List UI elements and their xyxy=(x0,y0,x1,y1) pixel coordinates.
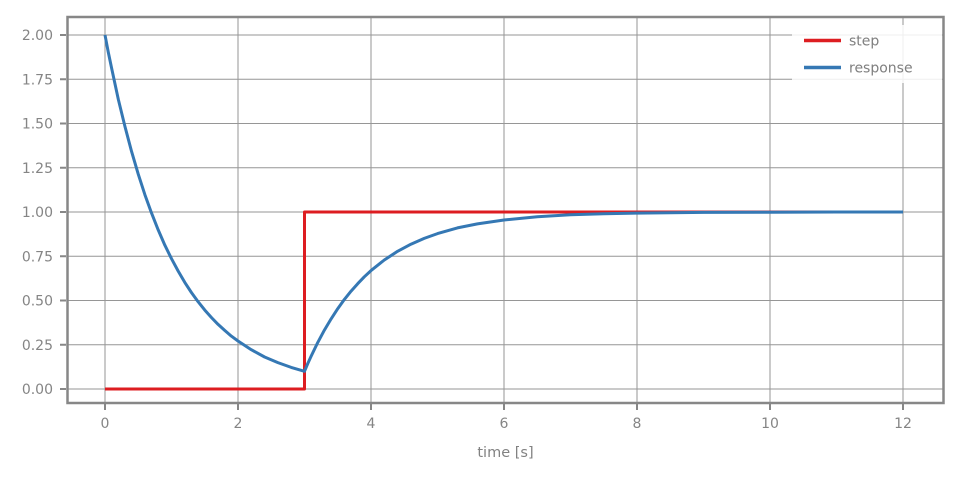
x-tick-label: 2 xyxy=(234,416,243,432)
series-line-step xyxy=(105,210,903,391)
tick-marks xyxy=(60,34,904,410)
x-tick-label: 4 xyxy=(367,416,376,432)
plot-border xyxy=(66,15,945,405)
y-tick-label: 0.50 xyxy=(22,294,53,310)
y-tick-label: 0.00 xyxy=(22,382,53,398)
legend: step response xyxy=(792,25,942,83)
x-tick-label: 6 xyxy=(500,416,509,432)
grid-lines xyxy=(67,17,944,403)
y-tick-label: 1.00 xyxy=(22,205,53,221)
y-tick-label: 0.25 xyxy=(22,338,53,354)
legend-label-response: response xyxy=(849,61,913,77)
x-tick-label: 12 xyxy=(894,416,912,432)
y-axis-tick-labels: 0.00 0.25 0.50 0.75 1.00 1.25 1.50 1.75 2.00 xyxy=(22,28,53,398)
y-tick-label: 1.25 xyxy=(22,161,53,177)
y-tick-label: 1.75 xyxy=(22,72,53,88)
legend-label-step: step xyxy=(849,34,879,50)
x-axis-label: time [s] xyxy=(477,445,533,461)
x-axis-tick-labels: 0 2 4 6 8 10 12 xyxy=(101,416,912,432)
x-tick-label: 0 xyxy=(101,416,110,432)
x-tick-label: 10 xyxy=(761,416,779,432)
y-tick-label: 1.50 xyxy=(22,117,53,133)
data-series xyxy=(103,34,903,391)
series-line-response xyxy=(103,34,903,373)
y-tick-label: 2.00 xyxy=(22,28,53,44)
x-tick-label: 8 xyxy=(633,416,642,432)
y-tick-label: 0.75 xyxy=(22,249,53,265)
